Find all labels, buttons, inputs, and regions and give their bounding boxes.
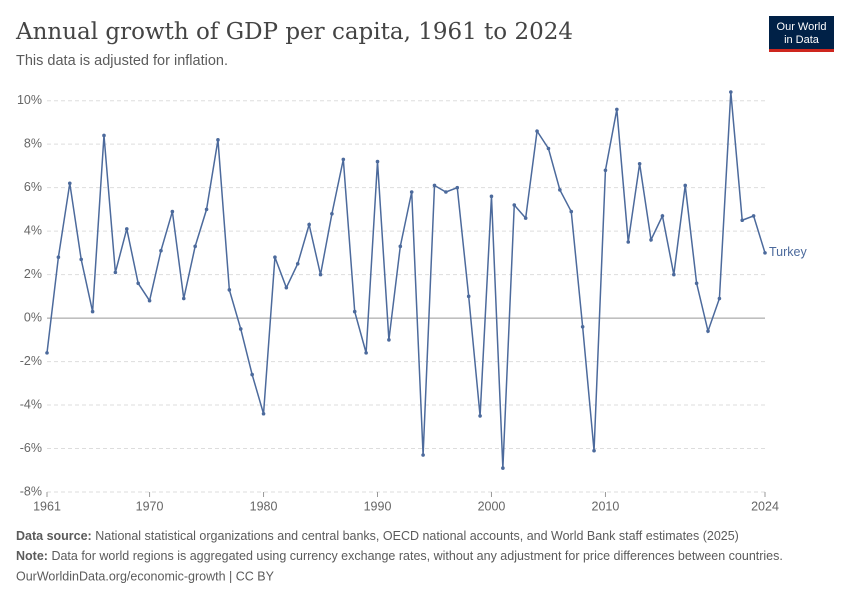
y-tick-label: 0% xyxy=(24,310,42,324)
source: Data source: National statistical organi… xyxy=(16,529,739,543)
y-tick-label: 6% xyxy=(24,180,42,194)
point xyxy=(341,157,346,162)
point xyxy=(387,338,391,342)
point xyxy=(706,329,710,333)
point xyxy=(284,285,289,290)
y-tick-label: 8% xyxy=(24,136,42,150)
x-tick-label: 1970 xyxy=(136,499,164,513)
series-line xyxy=(46,91,766,469)
source-text: National statistical organizations and c… xyxy=(95,529,739,543)
point xyxy=(273,255,277,260)
point xyxy=(170,209,175,214)
point xyxy=(159,248,163,253)
point xyxy=(740,218,745,223)
point xyxy=(216,138,220,142)
point xyxy=(375,159,380,164)
chart-subtitle: This data is adjusted for inflation. xyxy=(16,53,228,69)
point xyxy=(79,257,83,262)
point xyxy=(637,161,642,166)
point xyxy=(250,372,254,377)
logo[interactable] xyxy=(769,16,834,52)
x-tick-label: 2000 xyxy=(478,499,506,513)
x-tick-label: 1980 xyxy=(250,499,278,513)
point xyxy=(615,107,619,112)
point xyxy=(660,214,665,218)
point xyxy=(489,194,494,199)
point xyxy=(136,281,140,286)
point xyxy=(409,190,414,194)
y-tick-label: -4% xyxy=(20,397,42,411)
point xyxy=(455,185,460,190)
point xyxy=(523,216,528,220)
note-label: Note: xyxy=(16,549,48,563)
point xyxy=(330,211,334,216)
y-tick-label: -8% xyxy=(20,484,42,498)
point xyxy=(124,227,129,231)
point xyxy=(751,214,756,218)
source-label: Data source: xyxy=(16,529,92,543)
point xyxy=(307,222,311,227)
point xyxy=(113,270,118,275)
x-tick-label: 2024 xyxy=(751,499,779,513)
logo-bar xyxy=(769,49,834,52)
point xyxy=(626,240,631,244)
point xyxy=(318,272,323,277)
point xyxy=(45,351,49,355)
y-tick-label: 2% xyxy=(24,267,42,281)
point xyxy=(181,296,186,301)
point xyxy=(67,181,72,186)
point xyxy=(478,414,482,418)
point xyxy=(683,183,688,188)
point xyxy=(546,146,551,151)
point xyxy=(56,255,61,260)
point xyxy=(227,288,232,292)
point xyxy=(763,251,767,255)
y-tick-label: -2% xyxy=(20,354,42,368)
note-text: Data for world regions is aggregated usi… xyxy=(51,549,782,563)
logo-text: Our World xyxy=(777,21,827,33)
note: Note: Data for world regions is aggregat… xyxy=(16,549,783,563)
point xyxy=(432,183,437,188)
x-tick-label: 1990 xyxy=(364,499,392,513)
logo-text: in Data xyxy=(784,34,820,46)
y-tick-label: 10% xyxy=(17,93,42,107)
credit[interactable]: OurWorldinData.org/economic-growth | CC … xyxy=(16,569,275,583)
point xyxy=(147,298,152,303)
point xyxy=(102,133,106,138)
point xyxy=(466,294,471,299)
series-label: Turkey xyxy=(769,245,807,259)
point xyxy=(717,296,722,301)
point xyxy=(204,207,209,212)
point xyxy=(261,411,266,416)
point xyxy=(364,351,368,355)
point xyxy=(90,309,95,314)
point xyxy=(592,448,596,453)
y-tick-label: -6% xyxy=(20,441,42,455)
point xyxy=(501,466,505,470)
point xyxy=(580,324,585,329)
point xyxy=(238,327,243,331)
point xyxy=(535,129,539,133)
point xyxy=(421,453,425,457)
point xyxy=(603,168,608,173)
point xyxy=(193,244,197,249)
point xyxy=(444,190,448,194)
point xyxy=(569,209,574,214)
x-tick-label: 1961 xyxy=(33,499,61,513)
point xyxy=(352,309,357,314)
y-tick-label: 4% xyxy=(24,223,42,237)
point xyxy=(649,238,653,242)
chart-title: Annual growth of GDP per capita, 1961 to… xyxy=(15,19,573,45)
point xyxy=(398,244,403,249)
point xyxy=(512,203,517,207)
point xyxy=(672,272,676,277)
point xyxy=(295,261,300,266)
point xyxy=(694,281,699,286)
x-tick-label: 2010 xyxy=(592,499,620,513)
point xyxy=(558,188,562,192)
point xyxy=(729,90,733,94)
